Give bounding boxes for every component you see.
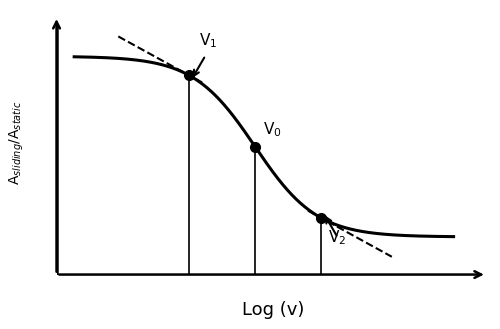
Text: A$_{sliding}$/A$_{static}$: A$_{sliding}$/A$_{static}$ — [8, 101, 26, 185]
Text: Log (v): Log (v) — [242, 301, 304, 319]
Text: V$_2$: V$_2$ — [328, 228, 346, 247]
Text: V$_0$: V$_0$ — [263, 120, 281, 139]
Text: V$_1$: V$_1$ — [198, 32, 217, 50]
